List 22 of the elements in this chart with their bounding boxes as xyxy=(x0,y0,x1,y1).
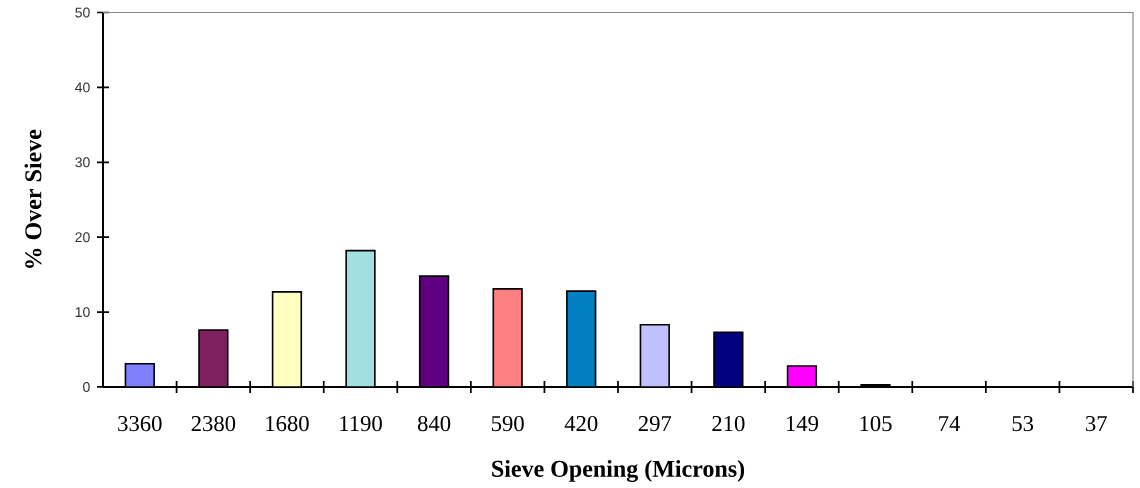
x-tick-label: 2380 xyxy=(191,415,236,432)
y-axis-title: % Over Sieve xyxy=(24,129,42,268)
x-tick-label: 149 xyxy=(786,415,819,432)
y-tick-label: 10 xyxy=(75,307,90,318)
x-tick-label: 297 xyxy=(638,415,672,432)
y-tick-label: 40 xyxy=(75,82,90,93)
x-tick-label: 74 xyxy=(939,416,961,431)
y-tick-label: 0 xyxy=(83,382,90,392)
x-tick-label: 1190 xyxy=(340,415,382,432)
x-tick-label: 1680 xyxy=(266,415,309,432)
x-tick-label: 3360 xyxy=(118,415,162,432)
x-tick-label: 840 xyxy=(417,415,451,432)
x-tick-label: 105 xyxy=(860,415,892,432)
y-tick-label: 20 xyxy=(75,232,90,243)
y-tick-label: 50 xyxy=(75,7,90,18)
x-axis-title: Sieve Opening (Microns) xyxy=(492,460,745,482)
x-tick-label: 37 xyxy=(1085,415,1107,432)
x-tick-label: 420 xyxy=(564,415,598,432)
x-tick-label: 590 xyxy=(491,415,524,432)
x-tick-label: 210 xyxy=(712,415,745,432)
y-tick-label: 30 xyxy=(75,157,90,168)
x-tick-label: 53 xyxy=(1012,415,1034,432)
